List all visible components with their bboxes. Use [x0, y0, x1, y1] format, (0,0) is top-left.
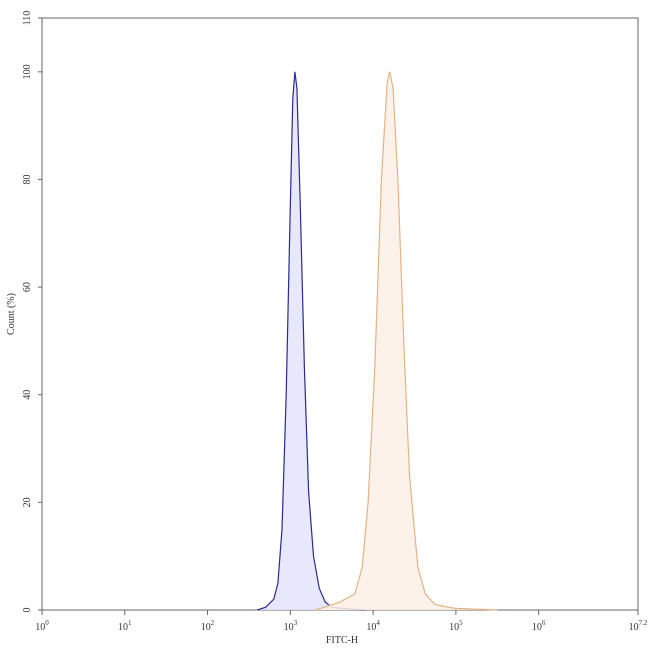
x-tick-label: 103 [284, 619, 298, 633]
x-axis-label: FITC-H [326, 635, 358, 646]
x-tick-label: 100 [35, 619, 49, 633]
x-tick-label: 106 [532, 619, 546, 633]
y-tick-label: 100 [22, 64, 33, 79]
x-tick-label: 101 [118, 619, 132, 633]
y-tick-label: 20 [22, 497, 33, 507]
histogram-line [257, 71, 365, 611]
histogram-line [315, 71, 498, 611]
y-axis-label: Count (%) [6, 293, 17, 335]
y-tick-label: 110 [22, 11, 33, 26]
y-tick-label: 40 [22, 390, 33, 400]
x-tick-label: 104 [366, 619, 380, 633]
x-tick-label: 102 [201, 619, 215, 633]
x-tick-label: 105 [449, 619, 463, 633]
histogram-area [315, 71, 498, 611]
y-tick-label: 60 [22, 282, 33, 292]
y-tick-label: 80 [22, 174, 33, 184]
x-tick-label: 107.2 [629, 619, 648, 633]
plot-frame [41, 17, 639, 611]
y-tick-label: 0 [22, 608, 33, 613]
